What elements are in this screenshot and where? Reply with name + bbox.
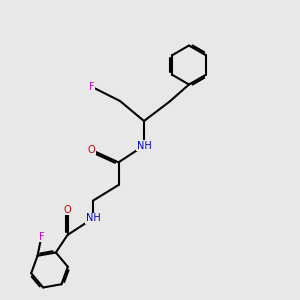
Text: NH: NH	[85, 213, 100, 223]
Text: F: F	[39, 232, 44, 242]
Text: O: O	[88, 145, 95, 155]
Text: F: F	[89, 82, 94, 92]
Text: NH: NH	[136, 141, 152, 151]
Text: O: O	[64, 205, 71, 215]
